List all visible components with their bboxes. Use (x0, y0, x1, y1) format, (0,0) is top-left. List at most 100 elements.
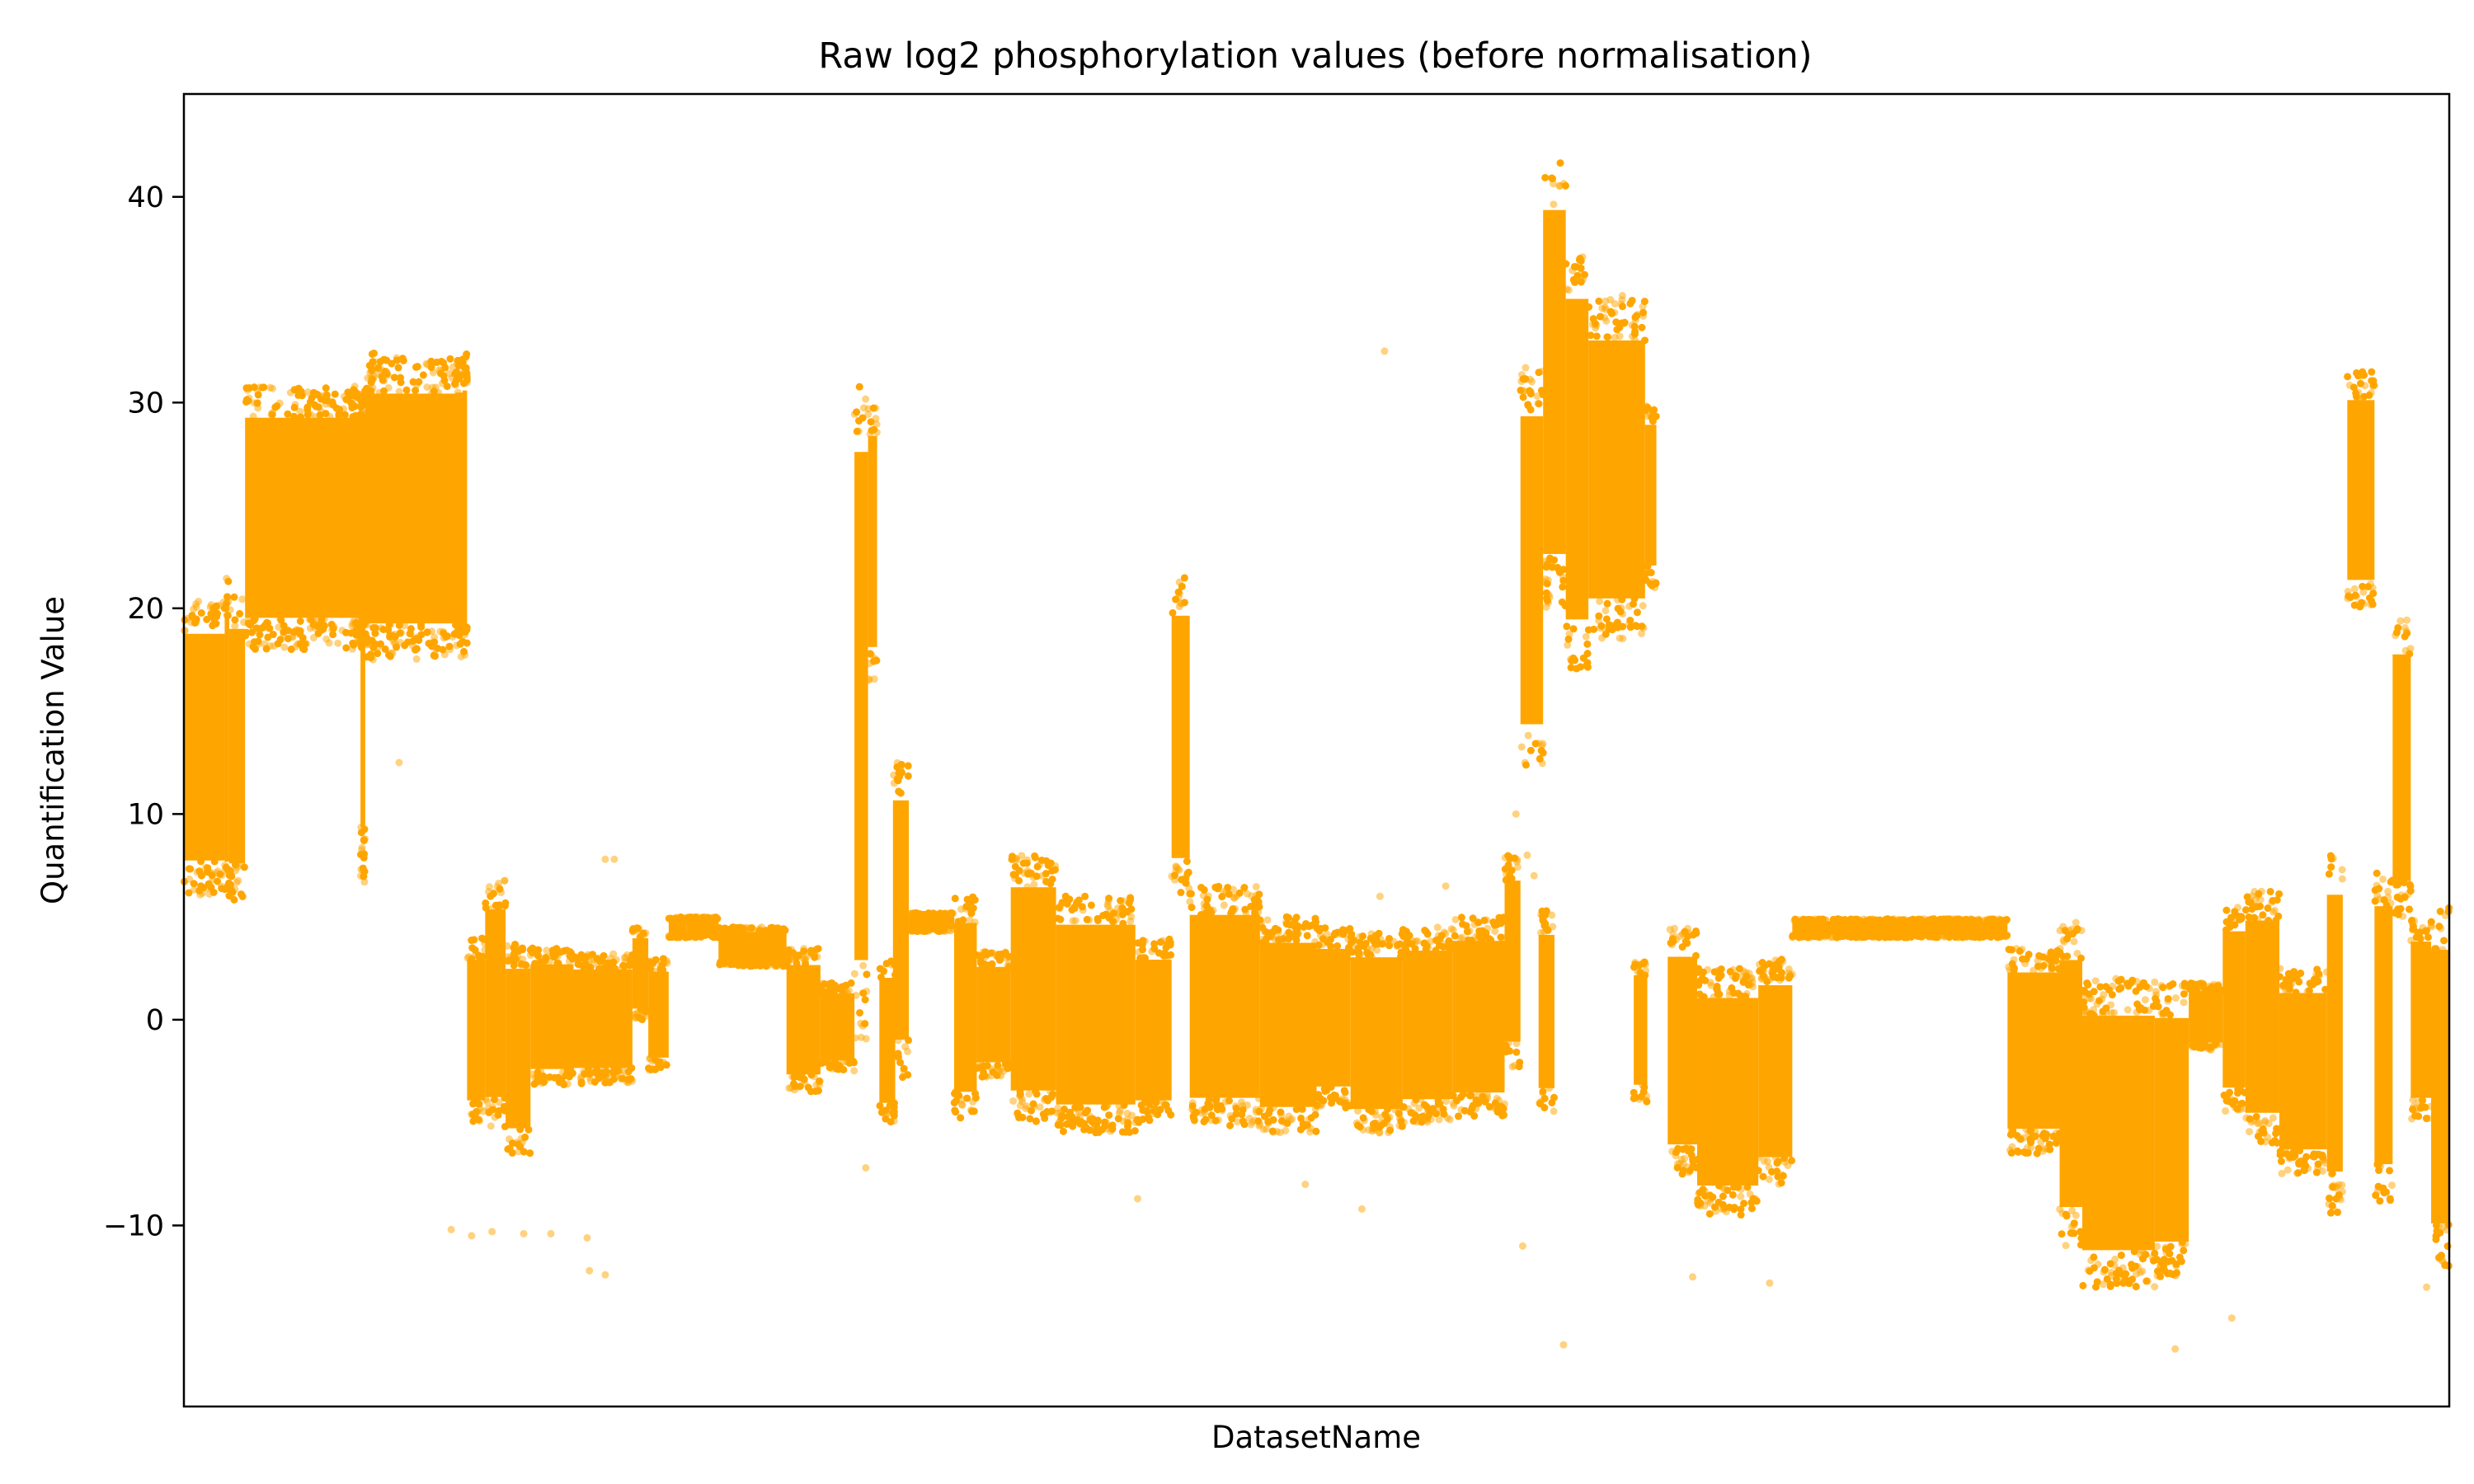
data-point (1247, 903, 1255, 911)
data-point (2070, 937, 2078, 946)
data-point (862, 1164, 870, 1172)
data-point (1679, 1160, 1687, 1168)
data-point (197, 871, 205, 880)
data-point (1935, 932, 1943, 941)
data-point (2007, 1126, 2015, 1134)
data-point (2303, 988, 2312, 996)
data-point (576, 951, 585, 960)
data-point (1059, 1127, 1067, 1135)
y-axis: −10 0 10 20 30 40 (103, 181, 184, 1242)
data-point (1754, 1167, 1762, 1175)
data-point (2138, 1255, 2147, 1263)
data-point (2344, 373, 2352, 381)
data-point (501, 876, 509, 885)
data-point (2062, 1210, 2070, 1219)
data-point (2205, 1044, 2213, 1052)
data-point (2199, 1039, 2208, 1047)
data-point (999, 1067, 1008, 1075)
data-point (866, 430, 874, 438)
data-point-cluster (1171, 615, 1190, 858)
data-point (2352, 389, 2360, 397)
data-point (1545, 556, 1554, 564)
data-point (2327, 863, 2335, 871)
data-point (296, 630, 304, 638)
data-point (1180, 574, 1188, 582)
data-point (1487, 936, 1495, 944)
data-point (1075, 896, 1083, 904)
data-point (1695, 979, 1703, 988)
data-point (188, 613, 196, 621)
data-point (1545, 1084, 1554, 1092)
data-point (1201, 1108, 1209, 1116)
data-point (1377, 1121, 1385, 1129)
data-point (325, 639, 333, 647)
data-point-cluster (1504, 881, 1521, 1042)
data-point (750, 926, 758, 934)
data-point (862, 395, 870, 403)
data-point (1799, 915, 1808, 923)
data-point (1699, 968, 1707, 976)
data-point (1135, 948, 1143, 956)
data-point (250, 399, 258, 407)
data-point (1411, 945, 1419, 953)
data-point (469, 1117, 477, 1125)
data-point (788, 1073, 797, 1081)
data-point (1018, 1095, 1026, 1103)
data-point-cluster (1189, 914, 1260, 1098)
data-point (962, 902, 971, 910)
data-point (1634, 968, 1642, 976)
data-point (1707, 981, 1715, 989)
data-point (2411, 1108, 2420, 1116)
data-point (840, 1058, 848, 1066)
data-point (853, 427, 861, 435)
data-point (1277, 938, 1285, 946)
data-point-cluster (820, 993, 855, 1061)
data-point (951, 1106, 959, 1115)
data-point (1861, 933, 1870, 942)
data-point (1328, 1099, 1336, 1107)
data-point (851, 1034, 859, 1042)
data-point (2166, 1242, 2175, 1251)
data-point (2311, 976, 2319, 984)
data-point (462, 353, 470, 361)
data-point (1536, 754, 1544, 763)
data-point (783, 959, 791, 967)
data-point (2375, 1167, 2383, 1175)
data-point (1951, 933, 1959, 942)
data-point (2007, 946, 2015, 954)
data-point (2281, 975, 2289, 984)
data-point (1286, 921, 1294, 929)
data-point (627, 1075, 635, 1083)
data-point (270, 642, 278, 650)
data-point (1498, 1111, 1507, 1120)
data-point (2138, 1247, 2146, 1255)
data-point (865, 676, 873, 684)
data-point (1766, 1279, 1774, 1287)
data-point (1451, 915, 1460, 923)
data-point (2360, 599, 2368, 608)
data-point (468, 955, 476, 963)
data-point (322, 410, 330, 418)
data-point (2171, 994, 2180, 1003)
data-point (2189, 979, 2197, 988)
data-point (1507, 875, 1516, 883)
data-point (488, 1228, 496, 1236)
data-point (1442, 942, 1451, 951)
data-point (2091, 1283, 2100, 1291)
data-point (2391, 909, 2399, 917)
data-point (430, 633, 439, 641)
data-point (1564, 286, 1573, 294)
data-point (1002, 954, 1010, 962)
data-point (395, 758, 403, 767)
data-point (1730, 1183, 1738, 1191)
data-point (349, 412, 357, 420)
data-point (1613, 326, 1621, 334)
data-point (230, 593, 238, 601)
data-point (2344, 587, 2352, 595)
data-point (338, 627, 346, 635)
data-point-cluster (892, 800, 910, 1040)
data-point (896, 1059, 905, 1067)
data-point (2030, 966, 2038, 974)
data-point (361, 639, 369, 647)
data-point-cluster (467, 960, 486, 1101)
